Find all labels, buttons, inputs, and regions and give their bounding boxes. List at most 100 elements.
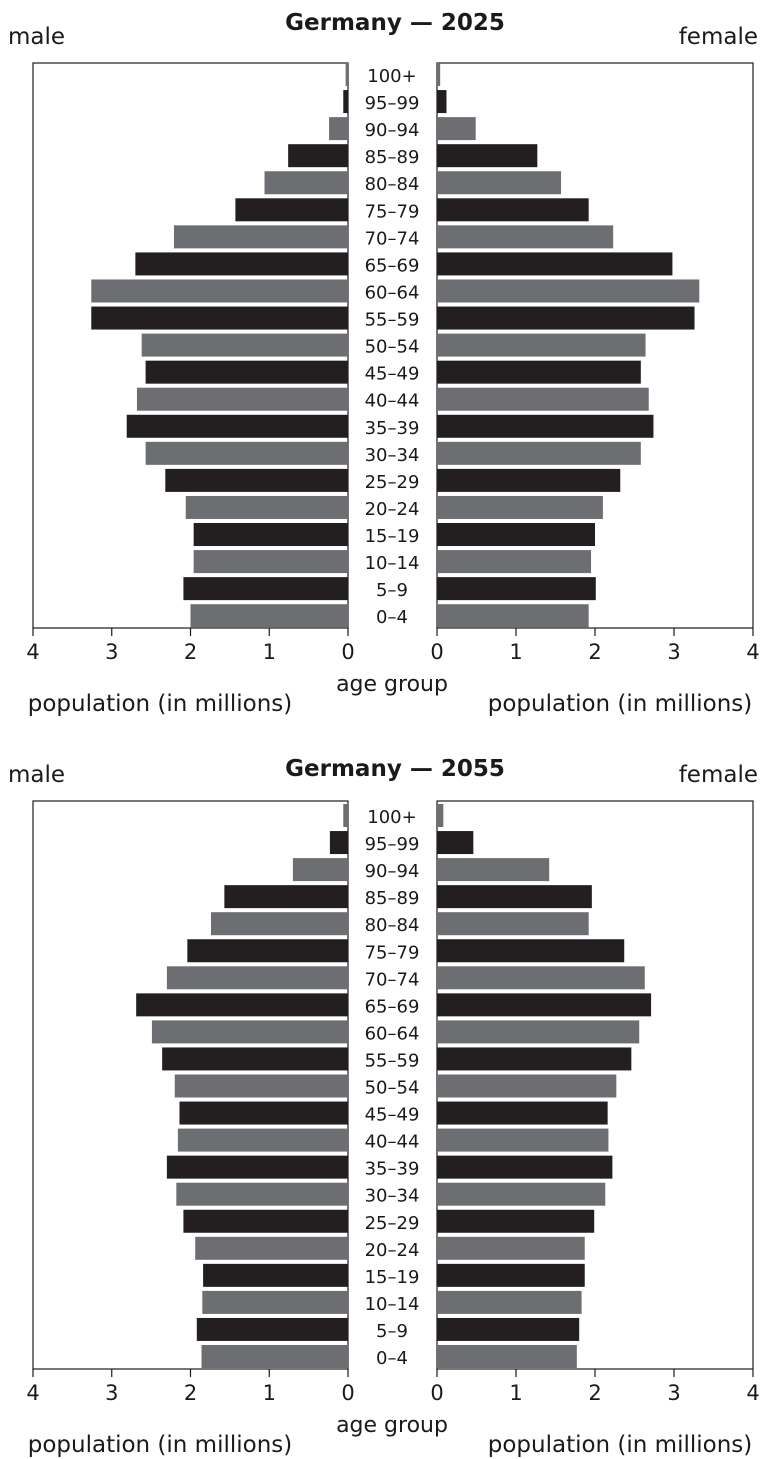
female-x-axis-label: population (in millions)	[488, 1432, 753, 1458]
age-group-label: 5–9	[376, 1321, 408, 1342]
male-bar	[179, 1101, 348, 1125]
female-tick-label: 4	[746, 1381, 759, 1405]
female-bar	[437, 117, 476, 141]
female-bar	[437, 1263, 585, 1287]
female-bar	[437, 604, 589, 628]
age-group-label: 15–19	[365, 526, 420, 547]
female-tick-label: 1	[509, 1381, 522, 1405]
male-tick-label: 0	[341, 1381, 354, 1405]
female-bar	[437, 1155, 613, 1179]
age-group-label: 95–99	[365, 93, 420, 114]
female-bar	[437, 306, 695, 330]
female-bar	[437, 279, 700, 303]
male-bar	[203, 1263, 348, 1287]
male-bar	[151, 1020, 348, 1044]
age-group-label: 10–14	[365, 1294, 420, 1315]
age-group-label: 50–54	[365, 1078, 420, 1099]
age-group-label: 85–89	[365, 888, 420, 909]
age-group-label: 55–59	[365, 310, 420, 331]
female-bar	[437, 885, 592, 909]
female-tick-label: 3	[667, 640, 680, 664]
female-bar	[437, 414, 654, 438]
male-bar	[162, 1047, 348, 1071]
male-bar	[235, 198, 348, 222]
female-bar	[437, 1047, 632, 1071]
female-label: female	[679, 762, 758, 788]
female-tick-label: 1	[509, 640, 522, 664]
male-bar	[224, 885, 348, 909]
age-group-label: 75–79	[365, 942, 420, 963]
age-group-label: 55–59	[365, 1050, 420, 1071]
age-group-label: 80–84	[365, 174, 420, 195]
male-bar	[201, 1345, 348, 1368]
male-bar	[343, 804, 348, 827]
male-bar	[343, 90, 348, 114]
female-bar	[437, 523, 595, 547]
age-group-label: 70–74	[365, 228, 420, 249]
age-group-label: 45–49	[365, 1105, 420, 1126]
female-bar	[437, 1074, 617, 1098]
female-bar	[437, 360, 641, 384]
age-group-label: 65–69	[365, 996, 420, 1017]
male-bar	[329, 117, 348, 141]
male-tick-label: 4	[26, 640, 39, 664]
male-bar	[264, 171, 348, 195]
age-group-label: 30–34	[365, 445, 420, 466]
age-group-label: 0–4	[376, 607, 408, 628]
age-group-label: 25–29	[365, 472, 420, 493]
male-tick-label: 2	[184, 640, 197, 664]
male-bar	[345, 63, 348, 86]
female-bar	[437, 171, 562, 195]
female-bar	[437, 225, 614, 249]
female-bar	[437, 858, 550, 882]
female-bar	[437, 468, 621, 492]
male-bar	[288, 144, 348, 168]
female-bar	[437, 1101, 608, 1125]
age-group-label: 20–24	[365, 1240, 420, 1261]
male-bar	[165, 468, 348, 492]
age-group-label: 90–94	[365, 120, 420, 141]
age-group-label: 90–94	[365, 861, 420, 882]
male-bar	[183, 1209, 348, 1233]
female-bar	[437, 1128, 609, 1152]
female-bar	[437, 252, 673, 276]
male-bar	[141, 333, 348, 357]
male-bar	[183, 577, 348, 601]
female-bar	[437, 387, 649, 411]
male-bar	[145, 441, 348, 465]
age-group-label: 40–44	[365, 1132, 420, 1153]
age-group-label: 35–39	[365, 1159, 420, 1180]
male-bar	[196, 1317, 348, 1341]
male-bar	[292, 858, 348, 882]
female-bar	[437, 1209, 595, 1233]
female-tick-label: 4	[746, 640, 759, 664]
age-group-label: 50–54	[365, 337, 420, 358]
female-bar	[437, 939, 625, 963]
female-label: female	[679, 24, 758, 50]
female-bar	[437, 63, 441, 86]
male-label: male	[8, 762, 65, 788]
female-bar	[437, 1236, 585, 1260]
male-bar	[176, 1182, 348, 1206]
male-bar	[193, 550, 348, 574]
age-group-label: 100+	[367, 807, 416, 828]
pyramid-panel-0: Germany — 2025 male female 100+ 95–99 90–94 85…	[8, 10, 760, 717]
female-bar	[437, 1290, 582, 1314]
male-tick-label: 3	[105, 640, 118, 664]
female-bar	[437, 198, 589, 222]
male-tick-label: 1	[263, 1381, 276, 1405]
male-bar	[136, 993, 348, 1017]
male-bar	[210, 912, 348, 936]
male-bar	[195, 1236, 348, 1260]
female-bar	[437, 804, 444, 827]
age-group-label: 45–49	[365, 364, 420, 385]
male-bar	[91, 306, 349, 330]
age-group-label: 60–64	[365, 282, 420, 303]
male-tick-label: 1	[263, 640, 276, 664]
male-bar	[166, 966, 348, 990]
age-group-label: 40–44	[365, 391, 420, 412]
female-tick-label: 3	[667, 1381, 680, 1405]
female-tick-label: 0	[430, 1381, 443, 1405]
age-group-label: 100+	[367, 66, 416, 87]
age-group-label: 85–89	[365, 147, 420, 168]
